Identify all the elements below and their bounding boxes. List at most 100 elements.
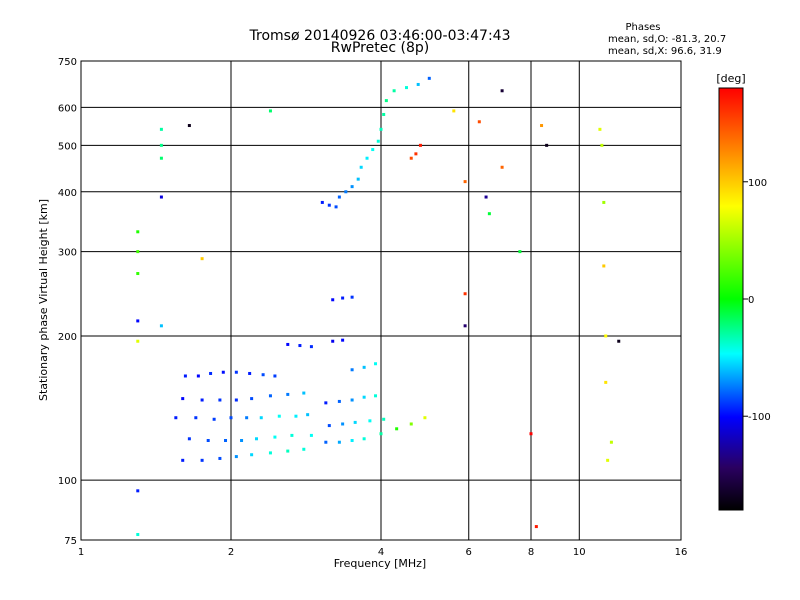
data-point bbox=[427, 76, 431, 80]
data-point bbox=[224, 439, 228, 443]
data-point bbox=[368, 419, 372, 423]
phases-line-x: mean, sd,X: 96.6, 31.9 bbox=[608, 46, 722, 57]
data-point bbox=[286, 342, 290, 346]
data-point bbox=[229, 416, 233, 420]
data-point bbox=[374, 394, 378, 398]
data-point bbox=[268, 109, 272, 113]
data-point bbox=[484, 195, 488, 199]
data-point bbox=[196, 374, 200, 378]
data-point bbox=[463, 180, 467, 184]
data-point bbox=[487, 212, 491, 216]
x-axis-ticks: 1 2 4 6 8 10 16 bbox=[78, 547, 688, 558]
data-point bbox=[159, 156, 163, 160]
data-point bbox=[341, 338, 345, 342]
x-tick-label: 8 bbox=[528, 547, 534, 558]
phases-heading: Phases bbox=[625, 22, 660, 33]
data-point bbox=[418, 143, 422, 147]
data-point bbox=[384, 99, 388, 103]
data-point bbox=[187, 437, 191, 441]
data-point bbox=[174, 416, 178, 420]
y-tick-label: 600 bbox=[58, 103, 77, 114]
data-point bbox=[356, 177, 360, 181]
data-point bbox=[617, 339, 621, 343]
data-point bbox=[362, 395, 366, 399]
data-point bbox=[540, 124, 544, 128]
data-point bbox=[259, 416, 263, 420]
data-point bbox=[290, 433, 294, 437]
data-point bbox=[136, 339, 140, 343]
data-point bbox=[353, 420, 357, 424]
x-tick-label: 10 bbox=[573, 547, 586, 558]
data-point bbox=[337, 440, 341, 444]
data-point bbox=[341, 422, 345, 426]
y-tick-label: 75 bbox=[64, 536, 77, 547]
data-point bbox=[324, 440, 328, 444]
data-point bbox=[286, 392, 290, 396]
data-point bbox=[234, 455, 238, 459]
data-point bbox=[248, 371, 252, 375]
data-point bbox=[286, 449, 290, 453]
chart-subtitle: RwPretec (8p) bbox=[331, 40, 429, 56]
data-point bbox=[294, 414, 298, 418]
data-point bbox=[273, 374, 277, 378]
data-point bbox=[254, 437, 258, 441]
data-point bbox=[600, 143, 604, 147]
data-point bbox=[606, 458, 610, 462]
data-point bbox=[334, 205, 338, 209]
data-point bbox=[245, 416, 249, 420]
y-tick-label: 300 bbox=[58, 248, 77, 259]
data-point bbox=[187, 124, 191, 128]
phases-line-o: mean, sd,O: -81.3, 20.7 bbox=[608, 34, 726, 45]
data-point bbox=[416, 82, 420, 86]
data-point bbox=[268, 451, 272, 455]
data-point bbox=[234, 398, 238, 402]
data-point bbox=[309, 433, 313, 437]
data-point bbox=[409, 422, 413, 426]
data-point bbox=[273, 435, 277, 439]
data-point bbox=[218, 398, 222, 402]
data-point bbox=[234, 370, 238, 374]
data-point bbox=[350, 295, 354, 299]
data-point bbox=[529, 432, 533, 436]
data-point bbox=[350, 185, 354, 189]
data-point bbox=[379, 432, 383, 436]
data-point bbox=[500, 165, 504, 169]
data-point bbox=[371, 148, 375, 152]
data-point bbox=[362, 437, 366, 441]
data-point bbox=[136, 272, 140, 276]
data-point bbox=[382, 112, 386, 116]
colorbar-tick-label: 0 bbox=[748, 295, 754, 306]
data-point bbox=[261, 373, 265, 377]
x-tick-label: 16 bbox=[675, 547, 688, 558]
data-point bbox=[200, 257, 204, 261]
data-point bbox=[602, 264, 606, 268]
y-tick-label: 500 bbox=[58, 141, 77, 152]
data-point bbox=[463, 292, 467, 296]
x-tick-label: 2 bbox=[228, 547, 234, 558]
data-point bbox=[200, 398, 204, 402]
x-tick-label: 6 bbox=[466, 547, 472, 558]
data-point bbox=[376, 139, 380, 143]
data-point bbox=[194, 416, 198, 420]
data-point bbox=[602, 200, 606, 204]
x-tick-label: 4 bbox=[378, 547, 384, 558]
data-point bbox=[604, 334, 608, 338]
grid-lines bbox=[81, 61, 681, 540]
data-point bbox=[324, 401, 328, 405]
data-point bbox=[404, 86, 408, 90]
y-axis-label: Stationary phase Virtual Height [km] bbox=[37, 199, 50, 401]
colorbar-label: [deg] bbox=[716, 72, 745, 85]
data-point bbox=[183, 374, 187, 378]
x-tick-label: 1 bbox=[78, 547, 84, 558]
data-point bbox=[350, 439, 354, 443]
y-tick-label: 100 bbox=[58, 476, 77, 487]
data-point bbox=[250, 397, 254, 401]
data-point bbox=[350, 368, 354, 372]
data-point bbox=[302, 447, 306, 451]
data-point bbox=[359, 165, 363, 169]
data-point bbox=[337, 195, 341, 199]
data-point bbox=[409, 156, 413, 160]
data-point bbox=[136, 489, 140, 493]
data-point bbox=[159, 127, 163, 131]
